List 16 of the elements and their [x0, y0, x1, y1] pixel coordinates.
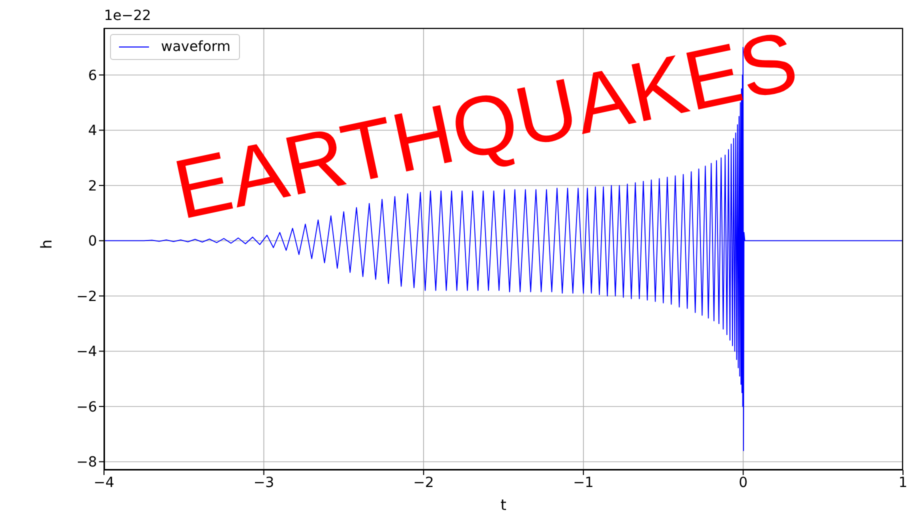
y-tick-label: 2 [88, 178, 97, 194]
x-tick-label: −3 [253, 474, 274, 491]
y-tick-label: 6 [88, 68, 98, 84]
y-tick-label: −8 [76, 454, 97, 471]
y-tick-label: −4 [76, 344, 98, 360]
x-tick-label: −1 [573, 474, 594, 491]
y-tick-label: −2 [76, 288, 97, 305]
x-tick-label: 1 [898, 474, 908, 491]
x-axis-title: t [500, 496, 507, 514]
text: 1e−22 [104, 8, 152, 24]
x-tick-label: −2 [413, 474, 434, 491]
y-tick-label: 0 [88, 234, 97, 250]
y-tick-label: −6 [76, 399, 98, 416]
x-tick-label: 0 [738, 474, 748, 491]
y-tick-label: 4 [88, 123, 98, 140]
y-axis-title: h [37, 239, 56, 249]
